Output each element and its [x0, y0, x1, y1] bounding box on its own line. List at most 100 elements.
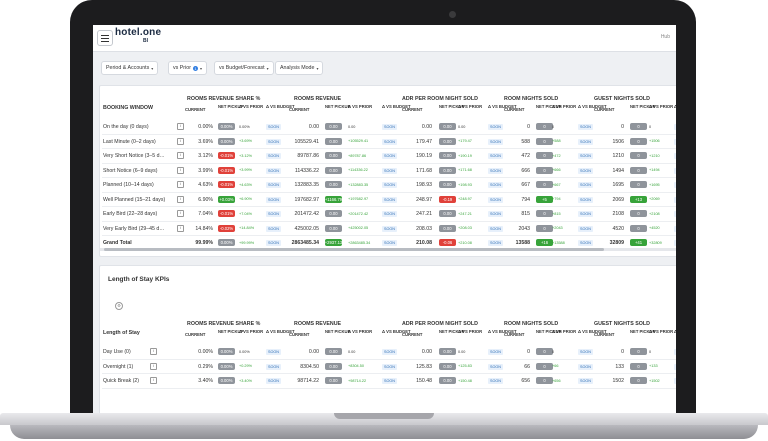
- vs-prior-value: 0.00: [458, 124, 466, 129]
- net-pickup-badge: 0: [630, 181, 647, 188]
- current-value: 171.68: [416, 167, 432, 174]
- net-pickup-badge: +13: [630, 195, 647, 203]
- vs-budget-soon-badge: SOON: [382, 211, 397, 217]
- net-pickup-badge: 0.00: [439, 152, 456, 159]
- row-label: Last Minute (0–2 days): [103, 138, 156, 145]
- info-icon[interactable]: i: [150, 377, 157, 384]
- sub-header-net-pickup: NET PICKUP: [630, 104, 656, 109]
- scrollbar-thumb[interactable]: [104, 248, 604, 251]
- net-pickup-badge: -0.01%: [218, 181, 235, 188]
- current-value: 150.48: [416, 378, 432, 384]
- row-divider: [102, 373, 676, 374]
- info-icon[interactable]: i: [177, 195, 184, 203]
- row-divider: [102, 206, 676, 207]
- net-pickup-badge: +16: [536, 239, 553, 246]
- vs-prior-value: +2043: [552, 226, 563, 230]
- vs-budget-soon-badge: SOON: [578, 349, 593, 355]
- filter-chip-label: vs Prior: [173, 65, 191, 71]
- vs-prior-value: 0.00: [348, 124, 356, 129]
- vs-prior-value: +14.84%: [239, 226, 255, 230]
- chevron-down-icon: ▾: [199, 65, 202, 71]
- info-icon[interactable]: i: [177, 210, 184, 217]
- net-pickup-badge: -0.02%: [218, 224, 235, 232]
- vs-prior-value: 0: [552, 124, 555, 129]
- vs-budget-soon-badge: SOON: [578, 378, 593, 384]
- net-pickup-badge: -0.01%: [218, 210, 235, 217]
- current-value: 0.00%: [198, 349, 213, 355]
- info-icon[interactable]: i: [177, 166, 184, 174]
- net-pickup-badge: 0.00%: [218, 348, 235, 355]
- current-value: 98714.22: [297, 378, 319, 384]
- sub-header-vs-prior: Δ VS PRIOR: [649, 329, 674, 334]
- current-value: 0: [527, 124, 530, 130]
- current-value: 7.04%: [198, 211, 213, 217]
- sub-header-vs-budget: Δ VS BUDGET: [382, 329, 411, 334]
- sub-header-net-pickup: NET PICKUP: [439, 329, 465, 334]
- vs-budget-soon-badge: SOON: [488, 225, 503, 232]
- net-pickup-badge: 0: [630, 166, 647, 174]
- vs-budget-soon-badge: SOON: [674, 196, 676, 203]
- laptop-base: [0, 413, 768, 441]
- column-group-header: ROOMS REVENUE: [294, 321, 342, 327]
- vs-prior-value: +247.21: [458, 211, 472, 216]
- filter-chip[interactable]: vs Prior 1 ▾: [168, 61, 207, 75]
- current-value: 8304.50: [300, 363, 319, 370]
- net-pickup-badge: 0.00%: [218, 362, 235, 370]
- net-pickup-badge: 0.00: [325, 210, 342, 217]
- vs-budget-soon-badge: SOON: [488, 240, 503, 246]
- sub-header-vs-budget: Δ VS BUDGET: [488, 104, 517, 109]
- current-value: 89787.86: [297, 153, 319, 159]
- net-pickup-badge: 0: [536, 210, 553, 217]
- sub-header-current: CURRENT: [402, 107, 423, 112]
- vs-prior-value: 0.00%: [239, 124, 250, 129]
- net-pickup-badge: 0.00: [439, 362, 456, 370]
- vs-prior-value: 0: [552, 349, 555, 354]
- sub-header-current: CURRENT: [504, 332, 525, 337]
- net-pickup-badge: +2937.13: [324, 239, 343, 246]
- vs-prior-value: +4.63%: [239, 182, 252, 187]
- sub-header-net-pickup: NET PICKUP: [218, 104, 244, 109]
- info-icon[interactable]: i: [177, 152, 184, 159]
- filter-chip[interactable]: Analysis Mode ▾: [275, 61, 324, 75]
- current-value: 13588: [515, 240, 530, 246]
- vs-prior-value: +98714.22: [348, 378, 367, 383]
- info-icon[interactable]: i: [177, 224, 184, 232]
- net-pickup-badge: 0.00: [439, 166, 456, 174]
- vs-budget-soon-badge: SOON: [674, 211, 676, 217]
- row-divider: [102, 191, 676, 193]
- vs-budget-soon-badge: SOON: [266, 196, 281, 203]
- column-group-header: GUEST NIGHTS SOLD: [594, 96, 650, 102]
- current-value: 66: [524, 363, 530, 370]
- info-icon[interactable]: i: [177, 123, 184, 130]
- vs-prior-value: +8304.50: [348, 364, 364, 368]
- current-value: 1506: [612, 138, 624, 145]
- net-pickup-badge: 0: [536, 152, 553, 159]
- info-icon[interactable]: i: [177, 181, 184, 188]
- vs-prior-value: +0.29%: [239, 364, 252, 368]
- settings-icon[interactable]: ⚙: [115, 302, 123, 310]
- vs-prior-value: +667: [552, 182, 561, 187]
- vs-budget-soon-badge: SOON: [382, 363, 397, 370]
- filter-chip[interactable]: Period & Accounts ▾: [101, 61, 159, 75]
- sub-header-vs-budget: Δ VS BUDGET: [382, 104, 411, 109]
- vs-budget-soon-badge: SOON: [578, 124, 593, 130]
- info-icon[interactable]: i: [177, 137, 184, 145]
- sub-header-net-pickup: NET PICKUP: [536, 104, 562, 109]
- vs-prior-value: +3.69%: [239, 139, 252, 143]
- current-value: 3.99%: [198, 167, 213, 174]
- vs-prior-value: +1502: [649, 378, 660, 383]
- vs-prior-value: +666: [552, 168, 561, 172]
- net-pickup-badge: +41: [630, 239, 647, 246]
- current-value: 4.63%: [198, 182, 213, 188]
- filter-chip[interactable]: vs Budget/Forecast ▾: [214, 61, 274, 75]
- current-value: 208.03: [416, 225, 432, 232]
- menu-icon[interactable]: [97, 30, 113, 46]
- net-pickup-badge: 0: [630, 377, 647, 384]
- sub-header-vs-prior: Δ VS PRIOR: [649, 104, 674, 109]
- user-menu[interactable]: Hub: [660, 34, 670, 40]
- vs-prior-value: 0: [649, 349, 652, 354]
- info-icon[interactable]: i: [150, 348, 157, 355]
- row-divider: [102, 235, 676, 236]
- sub-header-vs-prior: Δ VS PRIOR: [458, 104, 483, 109]
- info-icon[interactable]: i: [150, 362, 157, 370]
